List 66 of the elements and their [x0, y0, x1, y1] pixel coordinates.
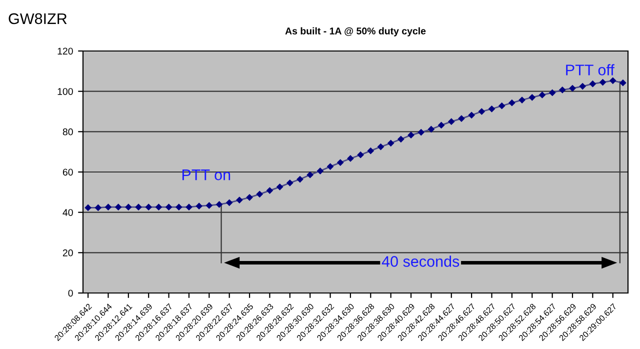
- point: [498, 102, 505, 110]
- point: [528, 94, 536, 101]
- point: [478, 108, 485, 115]
- point: [306, 172, 314, 178]
- point: [357, 152, 364, 158]
- point: [156, 204, 162, 210]
- point: [115, 204, 122, 210]
- point: [327, 163, 334, 170]
- point: [579, 83, 586, 90]
- point: [236, 196, 243, 204]
- point: [286, 180, 294, 186]
- point: [408, 132, 414, 138]
- y-tick-label: 0: [68, 290, 73, 297]
- point: [105, 204, 112, 210]
- y-tick-label: 40: [62, 209, 73, 216]
- point: [84, 204, 92, 211]
- point: [166, 204, 172, 210]
- point: [620, 80, 626, 86]
- point: [508, 100, 516, 106]
- point: [590, 80, 596, 88]
- point: [256, 191, 263, 198]
- y-tick-label: 20: [62, 249, 73, 256]
- point: [488, 106, 495, 112]
- point: [539, 92, 546, 98]
- point: [378, 144, 384, 150]
- point: [337, 159, 344, 166]
- point: [388, 140, 394, 146]
- point: [468, 112, 475, 118]
- point: [428, 126, 434, 132]
- point: [196, 202, 202, 210]
- point: [549, 90, 556, 96]
- y-tick-label: 80: [62, 128, 73, 136]
- point: [276, 184, 283, 190]
- annotation: PTT off: [566, 64, 614, 76]
- point: [438, 122, 444, 128]
- point: [518, 96, 526, 104]
- annotation: PTT on: [182, 170, 230, 180]
- point: [94, 204, 102, 211]
- point: [216, 201, 222, 208]
- point: [296, 176, 304, 182]
- point: [610, 77, 616, 84]
- point: [266, 187, 273, 194]
- point: [145, 204, 152, 210]
- y-tick-label: 120: [58, 48, 73, 55]
- point: [448, 118, 455, 125]
- point: [176, 204, 182, 210]
- annotation: 40 seconds: [382, 256, 460, 267]
- point: [458, 115, 465, 122]
- text: GW8IZR: [8, 13, 67, 24]
- point: [418, 129, 424, 136]
- point: [569, 85, 576, 92]
- y-tick-label: 100: [58, 88, 73, 95]
- point: [347, 155, 354, 162]
- chart-title: As built - 1A @ 50% duty cycle: [285, 27, 426, 36]
- point: [135, 204, 142, 210]
- point: [317, 168, 324, 174]
- point: [206, 202, 212, 209]
- y-tick-label: 60: [62, 168, 73, 176]
- point: [246, 194, 253, 201]
- point: [367, 148, 374, 154]
- point: [186, 204, 192, 210]
- point: [125, 204, 132, 210]
- point: [226, 200, 232, 206]
- point: [600, 79, 606, 86]
- point: [559, 86, 566, 94]
- point: [398, 136, 404, 142]
